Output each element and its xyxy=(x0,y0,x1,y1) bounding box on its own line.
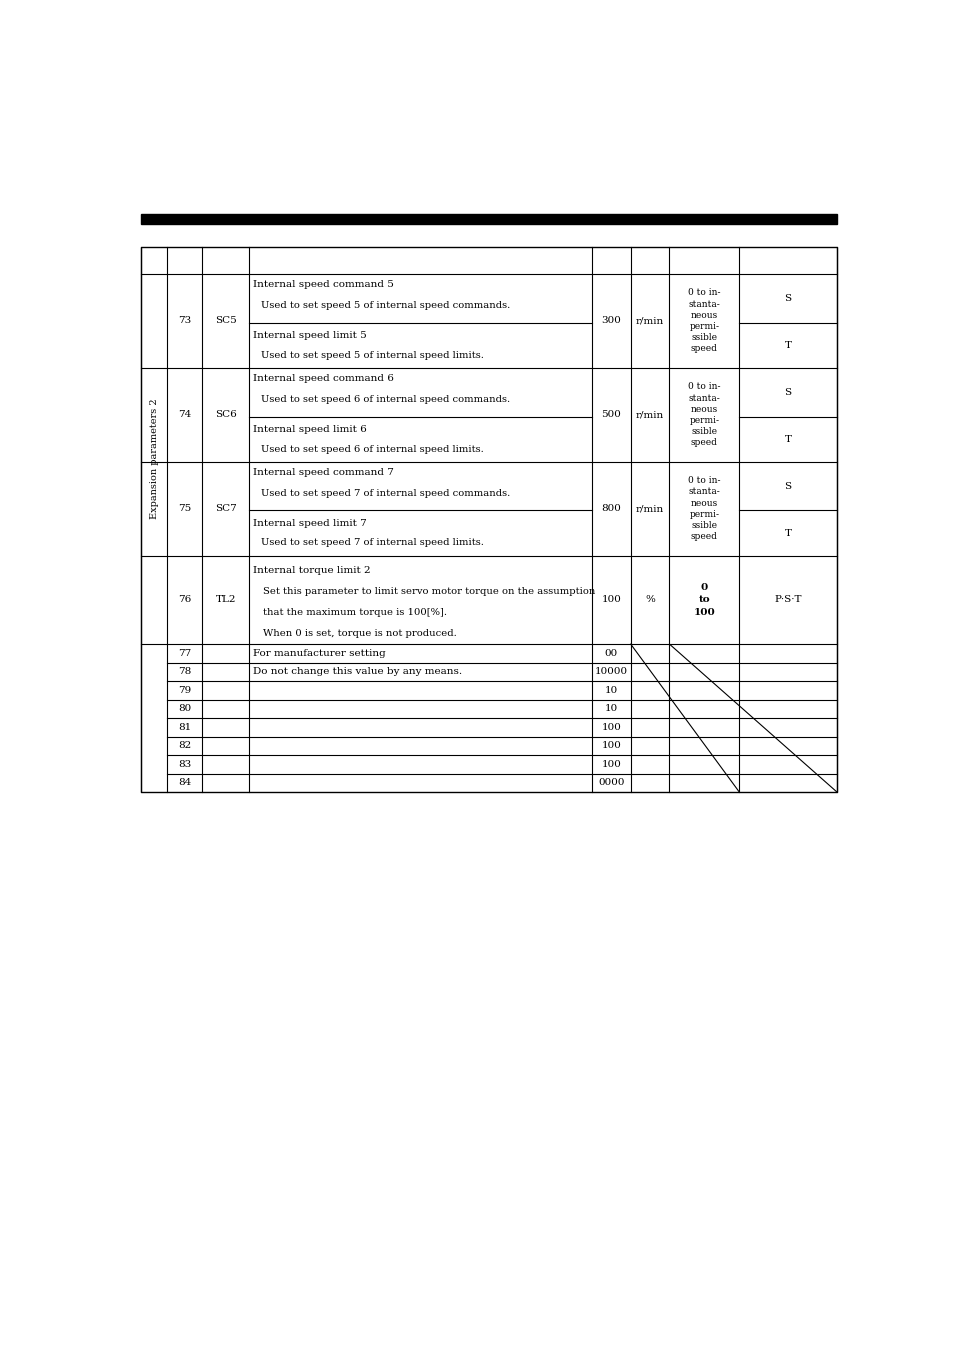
Text: T: T xyxy=(783,435,791,443)
Text: 0000: 0000 xyxy=(598,778,624,788)
Text: When 0 is set, torque is not produced.: When 0 is set, torque is not produced. xyxy=(262,630,456,638)
Text: 100: 100 xyxy=(600,742,620,750)
Text: S: S xyxy=(783,388,791,397)
Text: 10000: 10000 xyxy=(594,667,627,677)
Text: Do not change this value by any means.: Do not change this value by any means. xyxy=(253,667,462,677)
Text: 500: 500 xyxy=(600,411,620,419)
Text: 80: 80 xyxy=(178,704,192,713)
Text: 83: 83 xyxy=(178,759,192,769)
Text: Expansion parameters 2: Expansion parameters 2 xyxy=(150,399,158,519)
Text: 100: 100 xyxy=(600,723,620,732)
Text: SC6: SC6 xyxy=(214,411,236,419)
Text: 81: 81 xyxy=(178,723,192,732)
Text: 75: 75 xyxy=(178,504,192,513)
Text: 0 to in-
stanta-
neous
permi-
ssible
speed: 0 to in- stanta- neous permi- ssible spe… xyxy=(687,477,720,540)
Text: Set this parameter to limit servo motor torque on the assumption: Set this parameter to limit servo motor … xyxy=(262,586,595,596)
Text: Internal speed command 7: Internal speed command 7 xyxy=(253,467,394,477)
Text: 0 to in-
stanta-
neous
permi-
ssible
speed: 0 to in- stanta- neous permi- ssible spe… xyxy=(687,382,720,447)
Bar xyxy=(141,215,836,224)
Text: 74: 74 xyxy=(178,411,192,419)
Text: 100: 100 xyxy=(600,596,620,604)
Text: r/min: r/min xyxy=(636,316,663,326)
Text: Internal speed limit 5: Internal speed limit 5 xyxy=(253,331,367,339)
Text: 00: 00 xyxy=(604,648,618,658)
Text: 78: 78 xyxy=(178,667,192,677)
Text: 100: 100 xyxy=(600,759,620,769)
Text: 10: 10 xyxy=(604,686,618,694)
Text: SC5: SC5 xyxy=(214,316,236,326)
Text: S: S xyxy=(783,293,791,303)
Text: %: % xyxy=(644,596,655,604)
Text: Internal speed command 5: Internal speed command 5 xyxy=(253,280,394,289)
Text: Used to set speed 7 of internal speed limits.: Used to set speed 7 of internal speed li… xyxy=(261,539,483,547)
Text: Used to set speed 7 of internal speed commands.: Used to set speed 7 of internal speed co… xyxy=(261,489,510,499)
Text: T: T xyxy=(783,340,791,350)
Text: Used to set speed 6 of internal speed limits.: Used to set speed 6 of internal speed li… xyxy=(261,444,483,454)
Text: SC7: SC7 xyxy=(214,504,236,513)
Text: Internal torque limit 2: Internal torque limit 2 xyxy=(253,566,371,574)
Text: 0 to in-
stanta-
neous
permi-
ssible
speed: 0 to in- stanta- neous permi- ssible spe… xyxy=(687,289,720,353)
Text: 84: 84 xyxy=(178,778,192,788)
Text: 76: 76 xyxy=(178,596,192,604)
Bar xyxy=(141,247,836,792)
Text: T: T xyxy=(783,528,791,538)
Text: Used to set speed 5 of internal speed limits.: Used to set speed 5 of internal speed li… xyxy=(261,350,483,359)
Text: For manufacturer setting: For manufacturer setting xyxy=(253,648,386,658)
Text: 73: 73 xyxy=(178,316,192,326)
Text: Used to set speed 5 of internal speed commands.: Used to set speed 5 of internal speed co… xyxy=(261,301,510,309)
Text: Used to set speed 6 of internal speed commands.: Used to set speed 6 of internal speed co… xyxy=(261,394,510,404)
Text: Internal speed command 6: Internal speed command 6 xyxy=(253,374,394,382)
Text: 800: 800 xyxy=(600,504,620,513)
Text: Internal speed limit 7: Internal speed limit 7 xyxy=(253,519,367,528)
Text: Internal speed limit 6: Internal speed limit 6 xyxy=(253,424,367,434)
Text: 77: 77 xyxy=(178,648,192,658)
Text: 79: 79 xyxy=(178,686,192,694)
Text: 10: 10 xyxy=(604,704,618,713)
Text: TL2: TL2 xyxy=(215,596,235,604)
Text: 82: 82 xyxy=(178,742,192,750)
Text: r/min: r/min xyxy=(636,411,663,419)
Text: 0
to
100: 0 to 100 xyxy=(693,582,715,617)
Text: P·S·T: P·S·T xyxy=(774,596,801,604)
Text: that the maximum torque is 100[%].: that the maximum torque is 100[%]. xyxy=(262,608,446,617)
Text: r/min: r/min xyxy=(636,504,663,513)
Text: 300: 300 xyxy=(600,316,620,326)
Text: S: S xyxy=(783,481,791,490)
